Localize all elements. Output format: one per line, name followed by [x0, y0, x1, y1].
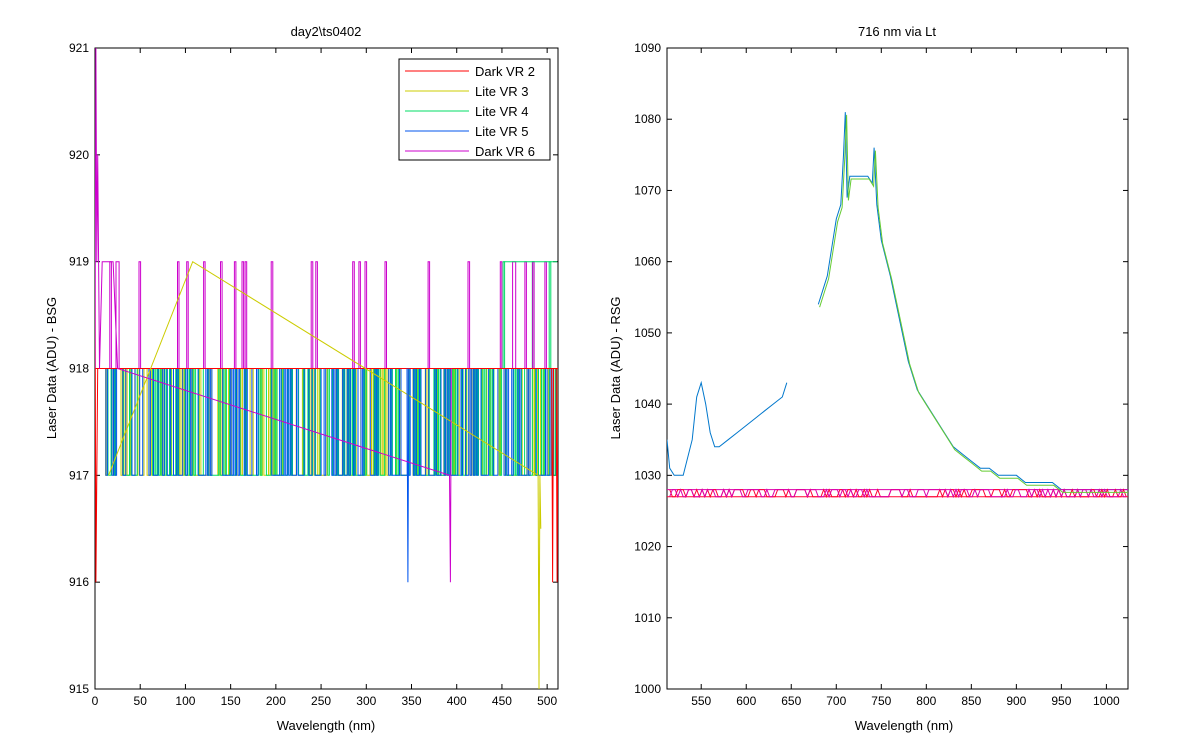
- legend-label: Lite VR 3: [475, 84, 528, 99]
- y-tick-label: 1070: [634, 183, 661, 197]
- y-tick-label: 917: [69, 468, 89, 482]
- y-tick-label: 1090: [634, 41, 661, 55]
- right-xlabel: Wavelength (nm): [855, 718, 954, 733]
- x-tick-label: 650: [781, 694, 801, 708]
- y-tick-label: 916: [69, 575, 89, 589]
- x-tick-label: 700: [826, 694, 846, 708]
- left-tick-group: 0 50 100 150 200 250 300 350 400 450 500 915 916 917 9…: [69, 41, 558, 708]
- x-tick-label: 200: [266, 694, 286, 708]
- y-tick-label: 918: [69, 362, 89, 376]
- x-tick-label: 250: [311, 694, 331, 708]
- right-series-group: [667, 112, 1128, 499]
- y-tick-label: 1050: [634, 326, 661, 340]
- y-tick-label: 1030: [634, 468, 661, 482]
- y-tick-label: 1010: [634, 611, 661, 625]
- legend-box: [398, 58, 551, 161]
- legend-label: Lite VR 5: [475, 124, 528, 139]
- x-tick-label: 100: [175, 694, 195, 708]
- y-tick-label: 920: [69, 148, 89, 162]
- right-plot-frame: [666, 47, 1129, 690]
- y-tick-label: 915: [69, 682, 89, 696]
- x-tick-label: 750: [871, 694, 891, 708]
- x-tick-label: 50: [134, 694, 148, 708]
- x-tick-label: 0: [92, 694, 99, 708]
- left-series-group: [95, 48, 558, 689]
- legend-label: Dark VR 2: [475, 64, 535, 79]
- left-ylabel: Laser Data (ADU) - BSG: [44, 297, 59, 439]
- right-ylabel: Laser Data (ADU) - RSG: [608, 296, 623, 439]
- series-line: [667, 380, 788, 476]
- left-xlabel: Wavelength (nm): [277, 718, 376, 733]
- baseline-noise: [669, 488, 1127, 499]
- y-tick-label: 1080: [634, 112, 661, 126]
- x-tick-label: 300: [356, 694, 376, 708]
- x-tick-label: 900: [1006, 694, 1026, 708]
- x-tick-label: 950: [1051, 694, 1071, 708]
- legend-label: Lite VR 4: [475, 104, 528, 119]
- x-tick-label: 500: [537, 694, 557, 708]
- x-tick-label: 800: [916, 694, 936, 708]
- right-tick-group: 550 600 650 700 750 800 850 900 950 1000 1000 1010 1…: [634, 41, 1128, 708]
- legend-label: Dark VR 6: [475, 144, 535, 159]
- series-line: [95, 261, 558, 583]
- y-tick-label: 1060: [634, 255, 661, 269]
- x-tick-label: 150: [221, 694, 241, 708]
- x-tick-label: 550: [691, 694, 711, 708]
- left-axes: 0 50 100 150 200 250 300 350 400 450 500 915 916 917 9…: [44, 24, 559, 733]
- x-tick-label: 450: [492, 694, 512, 708]
- companion-trace: [819, 114, 1128, 493]
- x-tick-label: 400: [447, 694, 467, 708]
- x-tick-label: 1000: [1093, 694, 1120, 708]
- y-tick-label: 1040: [634, 397, 661, 411]
- x-tick-label: 600: [736, 694, 756, 708]
- legend: Dark VR 2 Lite VR 3 Lite VR 4 Lite VR 5 Dark…: [398, 58, 551, 161]
- right-title: 716 nm via Lt: [858, 24, 936, 39]
- x-tick-label: 350: [401, 694, 421, 708]
- series-line: [406, 368, 410, 583]
- right-axes: 550 600 650 700 750 800 850 900 950 1000 1000 1010 1…: [608, 24, 1129, 733]
- y-tick-label: 919: [69, 255, 89, 269]
- series-line: [95, 48, 452, 583]
- y-tick-label: 921: [69, 41, 89, 55]
- noise-trace-4: [105, 368, 558, 476]
- y-tick-label: 1000: [634, 682, 661, 696]
- series-line: [108, 260, 542, 689]
- x-tick-label: 850: [961, 694, 981, 708]
- y-tick-label: 1020: [634, 540, 661, 554]
- left-title: day2\ts0402: [291, 24, 362, 39]
